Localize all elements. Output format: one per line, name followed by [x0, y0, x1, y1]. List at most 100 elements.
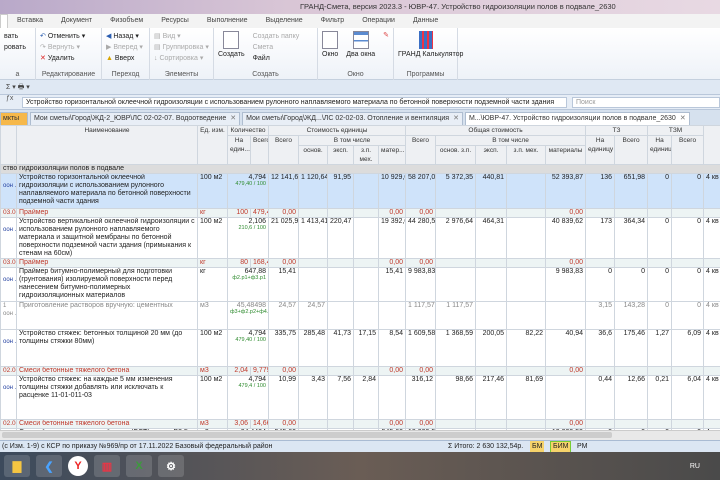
window-button[interactable]: Окно [322, 31, 338, 58]
col-total-cost[interactable]: Общая стоимость [404, 125, 587, 136]
create-folder-button[interactable]: Создать папку [252, 33, 300, 40]
doc-tab-otoplenie[interactable]: Мои сметы\Город\ЖД...\ЛС 02-02-03. Отопл… [242, 112, 463, 125]
table-row[interactable]: оон ...76/прУстройство вертикальной окле… [0, 217, 720, 259]
section-row[interactable]: ство гидроизоляции полов в подвале [0, 164, 720, 174]
forward-button[interactable]: ▶ Вперед ▾ [106, 44, 143, 51]
pin-icon[interactable]: ✎ [383, 32, 389, 39]
col-cost-total[interactable]: Всего [405, 135, 436, 165]
resource-row[interactable]: 03.05Праймеркг100479,40,000,000,000,00 [0, 208, 720, 218]
group-button[interactable]: ▤ Группировка ▾ [154, 44, 209, 51]
grand-smeta-icon[interactable]: ▥ [94, 455, 120, 477]
tab-selection[interactable]: Выделение [265, 17, 303, 24]
grand-calculator-button[interactable]: ГРАНД Калькулятор [398, 31, 463, 58]
explorer-icon[interactable]: ▇ [4, 455, 30, 477]
col-code[interactable] [0, 125, 17, 165]
tab-resources[interactable]: Ресурсы [161, 17, 189, 24]
col-tz-total[interactable]: Всего [614, 135, 649, 165]
sum-icon[interactable]: Σ ▾ [6, 84, 18, 91]
yandex-browser-icon[interactable]: Y [68, 456, 88, 476]
estimate-button[interactable]: Смета [252, 44, 274, 51]
tab-insert[interactable]: Вставка [17, 17, 44, 24]
col-qty-total[interactable]: Всего [250, 135, 269, 165]
redo-button[interactable]: ↷ Вернуть ▾ [40, 44, 80, 51]
resource-row[interactable]: 02.05Смеси бетонные тяжелого бетонам32,0… [0, 366, 720, 376]
paste-button[interactable]: вать [4, 33, 19, 40]
col-tzm-per-unit[interactable]: На единицу [647, 135, 673, 165]
tab-document[interactable]: Документ [61, 17, 93, 24]
col-cost-mat[interactable]: материалы [544, 145, 587, 165]
delete-button[interactable]: ✕ Удалить [40, 55, 75, 62]
resource-row[interactable]: 02.05Смеси бетонные тяжелого бетонам33,0… [0, 419, 720, 429]
col-name[interactable]: Наименование [16, 125, 198, 165]
rm-toggle[interactable]: РМ [577, 443, 588, 450]
unit-cell: кг [197, 258, 228, 268]
close-icon[interactable]: ✕ [679, 115, 686, 122]
sort-button[interactable]: ↓ Сортировка ▾ [154, 55, 204, 62]
table-row[interactable]: оон ...76/прУстройство горизонтальной ок… [0, 173, 720, 209]
settings-app-icon[interactable]: ⚙ [158, 455, 184, 477]
col-unit-osn[interactable]: основ. [298, 145, 328, 165]
search-input[interactable]: Поиск [572, 97, 720, 108]
col-unit-mat[interactable]: матер... [378, 145, 406, 165]
doc-tab-active[interactable]: М...\ЮВР-47. Устройство гидроизоляции по… [464, 112, 690, 125]
col-tz-per-unit[interactable]: На единицу [585, 135, 616, 165]
up-button[interactable]: ▲ Вверх [106, 55, 135, 62]
formula-input[interactable]: Устройство горизонтальной оклеечной гидр… [22, 97, 567, 108]
qty-formula: 479,40 / 100 [235, 181, 266, 187]
status-bar: (с Изм. 1-9) с КСР по приказу №969/пр от… [0, 440, 720, 453]
col-cost-osn[interactable]: основ. з.п. [435, 145, 476, 165]
two-windows-icon [352, 31, 369, 49]
doc-tab-objects[interactable]: мкты [0, 112, 28, 125]
doc-tab-vodootvedenie[interactable]: Мои сметы\Город\ЖД-2_ЮВР\ЛС 02-02-07. Во… [30, 112, 241, 125]
view-button[interactable]: ▤ Вид ▾ [154, 33, 181, 40]
col-tzm[interactable]: ТЗМ [647, 125, 705, 136]
col-tz[interactable]: ТЗ [585, 125, 649, 136]
col-tzm-total[interactable]: Всего [671, 135, 705, 165]
excel-icon[interactable]: X [126, 455, 152, 477]
col-cost-incl[interactable]: В том числе [434, 135, 587, 146]
tab-physvolume[interactable]: Физобъем [110, 17, 144, 24]
file-button[interactable]: Файл [252, 55, 270, 62]
table-row[interactable]: оон ...94/прУстройство стяжек: на каждые… [0, 375, 720, 420]
col-period[interactable] [703, 125, 720, 165]
col-unit-cost[interactable]: Стоимость единицы [268, 125, 406, 136]
tab-filter[interactable]: Фильтр [320, 17, 345, 24]
col-cost-exp[interactable]: эксп. [475, 145, 507, 165]
resource-row[interactable]: 03.05Праймеркг80168,480,000,000,000,00 [0, 258, 720, 268]
print-icon[interactable]: 🖶 ▾ [17, 84, 30, 91]
col-unit-total[interactable]: Всего [268, 135, 299, 165]
bm-toggle[interactable]: БМ [530, 441, 545, 453]
col-cost-zpm[interactable]: з.п. мех. [506, 145, 546, 165]
undo-button[interactable]: ↶ Отменить ▾ [40, 33, 86, 40]
scrollbar-thumb[interactable] [2, 432, 612, 438]
table-row[interactable]: оон ...76/прПраймер битумно-полимерный д… [0, 267, 720, 302]
back-button[interactable]: ◀ Назад ▾ [106, 33, 139, 40]
value-cell: 364,34 [614, 217, 649, 259]
value-cell [298, 267, 328, 302]
table-row[interactable]: оон ...94/прУстройство стяжек: бетонных … [0, 329, 720, 367]
tab-data[interactable]: Данные [412, 17, 439, 24]
value-cell: 0 [647, 301, 673, 330]
copy-button[interactable]: ровать [4, 44, 27, 51]
app-arrow-icon[interactable]: ❮ [36, 455, 62, 477]
tab-home[interactable] [0, 14, 8, 28]
col-unit-incl[interactable]: В том числе [298, 135, 406, 146]
tab-operations[interactable]: Операции [362, 17, 395, 24]
value-cell [475, 258, 507, 268]
unit-cell: 100 м2 [197, 173, 228, 209]
language-indicator[interactable]: RU [689, 462, 700, 470]
two-windows-button[interactable]: Два окна [346, 31, 375, 58]
create-button[interactable]: Создать [218, 31, 245, 58]
col-unit-exp[interactable]: эксп. [327, 145, 354, 165]
close-icon[interactable]: ✕ [230, 115, 237, 122]
col-qty[interactable]: Количество [227, 125, 269, 136]
qty-total-cell: 479,4 [250, 208, 269, 218]
col-unit[interactable]: Ед. изм. [197, 125, 228, 165]
tab-execution[interactable]: Выполнение [206, 17, 248, 24]
quick-access-toolbar: Σ ▾ 🖶 ▾ [0, 80, 720, 95]
value-cell: 24,57 [268, 301, 299, 330]
close-icon[interactable]: ✕ [453, 115, 459, 122]
col-unit-zpm[interactable]: з.п. мех. [353, 145, 379, 165]
col-qty-per-unit[interactable]: На един... [227, 135, 251, 165]
